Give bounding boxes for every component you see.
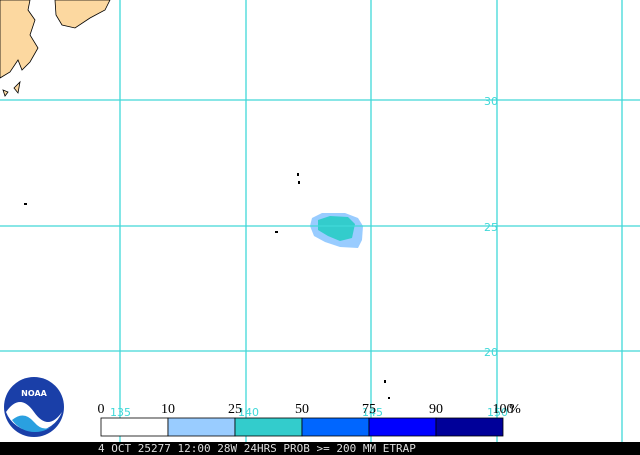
legend-label: 75 bbox=[362, 402, 376, 417]
logo-text: NOAA bbox=[21, 389, 47, 398]
lat-label: 30 bbox=[484, 95, 498, 108]
lat-label: 20 bbox=[484, 346, 498, 359]
legend-swatch bbox=[435, 417, 504, 437]
lon-label: 140 bbox=[238, 406, 259, 419]
lon-label: 135 bbox=[110, 406, 131, 419]
legend-swatch bbox=[100, 417, 169, 437]
legend-swatch bbox=[301, 417, 370, 437]
lon-label: 150 bbox=[487, 406, 508, 419]
legend-label: 25 bbox=[228, 402, 242, 417]
legend-label: 90 bbox=[429, 402, 443, 417]
legend-label: 10 bbox=[161, 402, 175, 417]
footer-bar bbox=[0, 442, 640, 455]
legend-swatch bbox=[167, 417, 236, 437]
prob-25 bbox=[318, 216, 355, 241]
legend-swatch bbox=[368, 417, 437, 437]
noaa-logo: NOAA bbox=[4, 377, 64, 437]
legend-label: 100 bbox=[493, 402, 514, 417]
islands bbox=[24, 173, 390, 399]
lon-label: 145 bbox=[362, 406, 383, 419]
land bbox=[0, 0, 111, 97]
legend-label: 0 bbox=[98, 402, 105, 417]
logo-sea bbox=[12, 415, 58, 433]
grid bbox=[0, 0, 640, 442]
legend-label: 50 bbox=[295, 402, 309, 417]
legend-unit: % bbox=[509, 402, 521, 417]
legend-swatch bbox=[234, 417, 303, 437]
footer-text: 4 OCT 25277 12:00 28W 24HRS PROB >= 200 … bbox=[98, 442, 416, 455]
lat-label: 25 bbox=[484, 221, 498, 234]
legend: 0 10 25 50 75 90 100% bbox=[98, 402, 521, 437]
